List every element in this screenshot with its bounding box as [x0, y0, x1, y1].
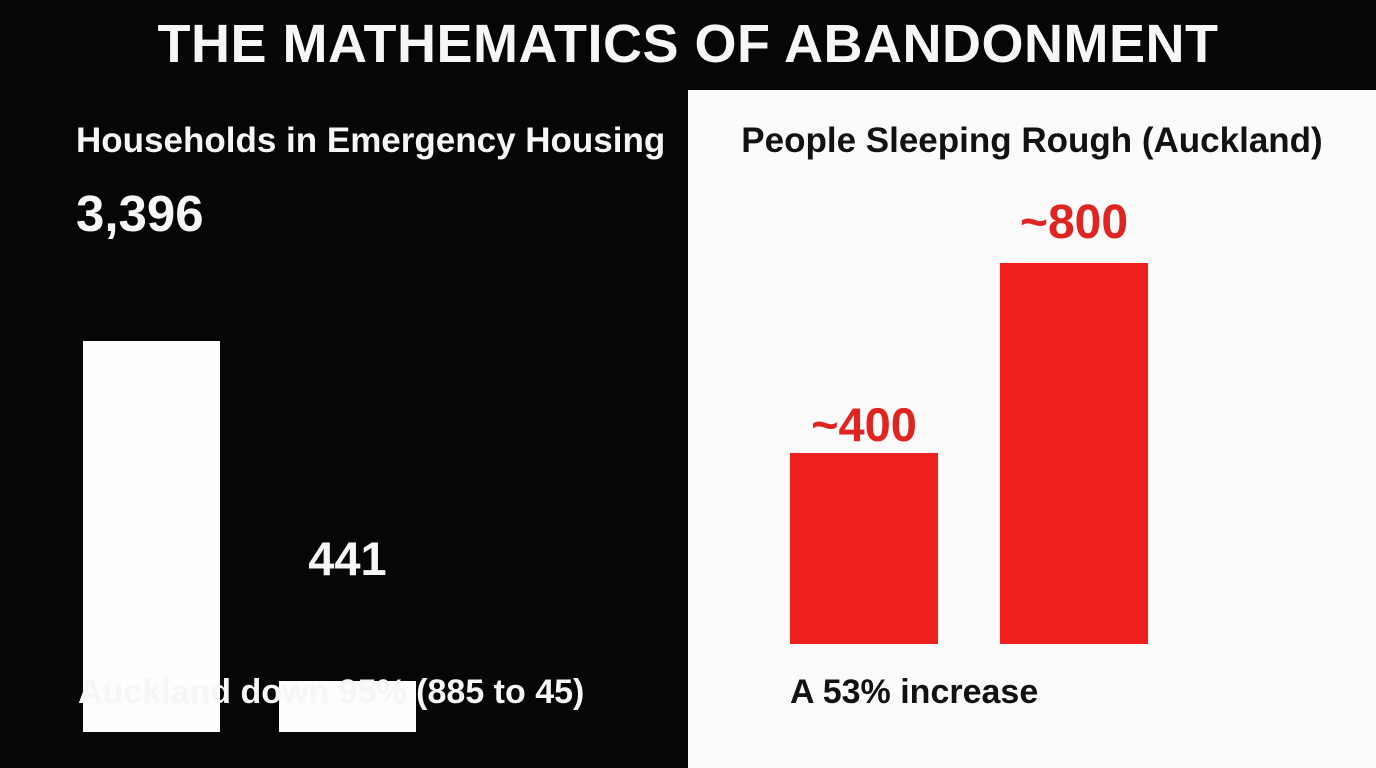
right-bar-after-value-label: ~800: [1019, 196, 1129, 249]
right-bar-before: [790, 453, 938, 644]
right-bar-after: [1000, 263, 1148, 644]
left-bar-after: [279, 681, 416, 732]
right-chart-annotation: A 53% increase: [790, 673, 1039, 711]
left-chart-panel: Households in Emergency Housing 3,396 44…: [0, 88, 688, 768]
right-chart-panel: People Sleeping Rough (Auckland) ~400 ~8…: [688, 90, 1376, 768]
left-chart-annotation: Auckland down 95% (885 to 45): [78, 673, 585, 711]
left-chart-title: Households in Emergency Housing: [76, 121, 666, 160]
right-chart-title: People Sleeping Rough (Auckland): [741, 121, 1323, 160]
left-bar-before-value-label: 3,396: [76, 185, 204, 242]
left-bar-after-value-label: 441: [308, 532, 387, 585]
left-bar-before: [83, 341, 220, 732]
right-bar-before-value-label: ~400: [811, 398, 917, 451]
page-title: THE MATHEMATICS OF ABANDONMENT: [157, 14, 1219, 74]
